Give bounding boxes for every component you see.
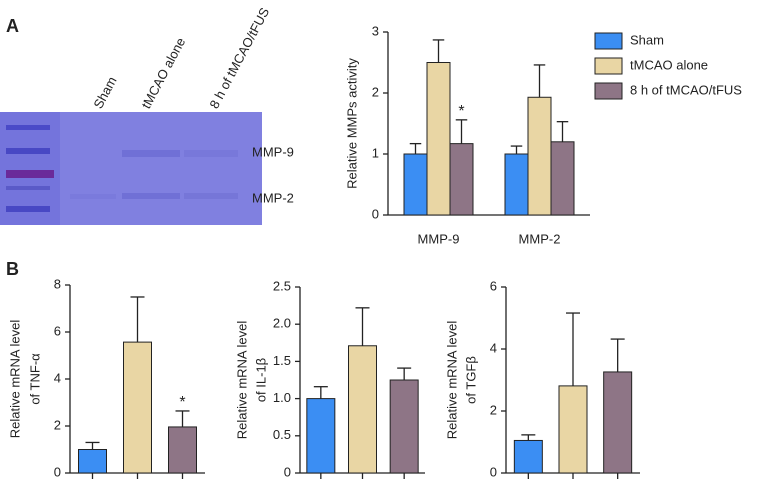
bar [389, 379, 419, 474]
y-tick-label: 1 [372, 145, 379, 160]
y-axis-label: of IL-1β [253, 358, 268, 402]
bar [558, 385, 588, 474]
gel-lane-label: Sham [90, 74, 119, 111]
y-tick-label: 8 [54, 276, 61, 291]
gel-lane-label: tMCAO alone [138, 35, 188, 111]
y-axis-label: of TNF-α [27, 353, 42, 405]
y-tick-label: 4 [490, 340, 497, 355]
y-tick-label: 2.0 [273, 316, 291, 331]
panel-label: A [6, 16, 19, 36]
significance-mark: * [179, 394, 185, 411]
legend-swatch [594, 82, 623, 100]
gel-band-label: MMP-2 [252, 190, 294, 205]
bar [527, 96, 552, 216]
y-axis-label: Relative mRNA level [234, 321, 249, 440]
y-tick-label: 0 [372, 206, 379, 221]
legend-swatch [594, 57, 623, 75]
y-axis-label: Relative mRNA level [444, 321, 459, 440]
y-tick-label: 1.0 [273, 390, 291, 405]
legend-swatch [594, 32, 623, 50]
y-tick-label: 3 [372, 23, 379, 38]
gel-image [0, 112, 262, 225]
gel-lane-label: 8 h of tMCAO/tFUS [206, 5, 272, 111]
y-tick-label: 0 [490, 464, 497, 479]
bar [168, 426, 197, 474]
y-tick-label: 0.5 [273, 427, 291, 442]
legend-label: 8 h of tMCAO/tFUS [630, 82, 742, 97]
bar [513, 439, 543, 474]
y-tick-label: 2.5 [273, 278, 291, 293]
y-tick-label: 0 [284, 464, 291, 479]
bar [603, 371, 633, 474]
bar [306, 398, 336, 474]
y-tick-label: 6 [490, 278, 497, 293]
y-tick-label: 0 [54, 464, 61, 479]
y-axis-label: of TGFβ [463, 356, 478, 404]
bar [504, 153, 529, 216]
y-tick-label: 2 [54, 417, 61, 432]
y-tick-label: 4 [54, 370, 61, 385]
legend-label: Sham [630, 32, 664, 47]
gel-band-label: MMP-9 [252, 144, 294, 159]
bar [78, 449, 107, 474]
y-tick-label: 2 [372, 84, 379, 99]
bar [550, 141, 575, 216]
y-axis-label: Relative mRNA level [7, 320, 22, 439]
bar [449, 143, 474, 216]
x-tick-label: MMP-2 [519, 231, 561, 246]
significance-mark: * [458, 103, 464, 120]
y-tick-label: 1.5 [273, 353, 291, 368]
y-axis-label: Relative MMPs activity [344, 58, 359, 189]
y-tick-label: 2 [490, 402, 497, 417]
legend-label: tMCAO alone [630, 57, 708, 72]
bar [426, 62, 451, 216]
bar [403, 153, 428, 216]
bar [348, 345, 377, 474]
panel-label: B [6, 259, 19, 279]
bar [123, 341, 152, 474]
y-tick-label: 6 [54, 323, 61, 338]
x-tick-label: MMP-9 [418, 231, 460, 246]
